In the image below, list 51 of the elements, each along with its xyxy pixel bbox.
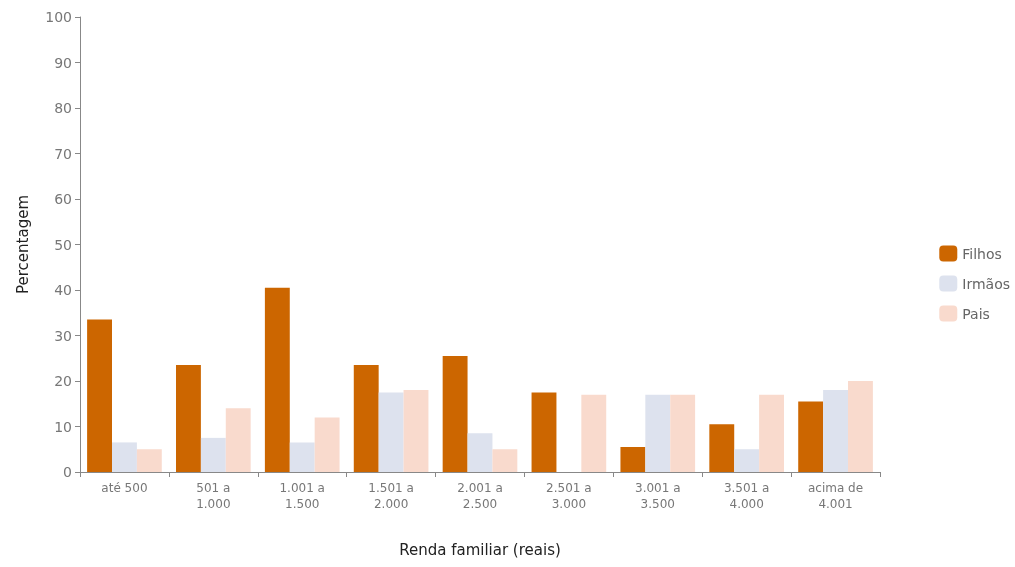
bar (581, 394, 607, 472)
x-tick-label: 3.001 a 3.500 (635, 481, 681, 511)
bar (87, 319, 112, 472)
bar (670, 394, 696, 472)
y-axis-title: Percentagem (13, 195, 32, 294)
y-tick-label: 60 (54, 191, 72, 207)
x-tick-label: 2.501 a 3.000 (546, 481, 592, 511)
legend-label: Filhos (962, 245, 1002, 262)
bar (289, 442, 315, 472)
bar (200, 437, 226, 472)
bar (798, 401, 824, 472)
legend-label: Irmãos (962, 275, 1010, 292)
bar (442, 355, 468, 472)
bar (353, 365, 379, 472)
y-tick-label: 50 (54, 236, 72, 253)
y-tick-label: 10 (54, 418, 72, 435)
bar (759, 394, 784, 472)
bar (403, 390, 429, 472)
y-tick-label: 20 (54, 373, 72, 389)
y-tick-label: 100 (45, 9, 72, 25)
bar (378, 392, 404, 472)
x-tick-label: até 500 (101, 481, 148, 495)
x-tick-label: acima de 4.001 (807, 481, 864, 511)
x-axis-title: Renda familiar (reais) (399, 540, 561, 559)
bar (264, 287, 290, 472)
x-tick-label: 1.501 a 2.000 (368, 481, 414, 511)
y-tick-label: 80 (54, 100, 72, 116)
bar (467, 433, 493, 472)
bar (823, 390, 848, 472)
bar (225, 408, 251, 472)
y-tick-label: 0 (63, 464, 72, 480)
bar (531, 392, 557, 472)
x-tick-label: 501 a 1.000 (196, 481, 231, 511)
x-tick-label: 3.501 a 4.000 (723, 481, 770, 511)
bar (620, 446, 646, 472)
bar (734, 449, 760, 472)
bar (314, 417, 340, 472)
x-tick-label: 2.001 a 2.500 (457, 481, 503, 511)
x-tick-label: 1.001 a 1.500 (279, 481, 325, 511)
bar (176, 365, 201, 472)
bar (112, 442, 137, 472)
y-tick-label: 70 (54, 145, 72, 162)
bar (136, 449, 162, 472)
y-tick-label: 90 (54, 54, 72, 71)
bar (492, 449, 518, 472)
bar (848, 381, 873, 472)
bar (709, 424, 735, 472)
legend-label: Pais (962, 305, 990, 322)
y-tick-label: 40 (54, 282, 72, 298)
y-tick-label: 30 (54, 327, 72, 344)
bar (645, 394, 671, 472)
